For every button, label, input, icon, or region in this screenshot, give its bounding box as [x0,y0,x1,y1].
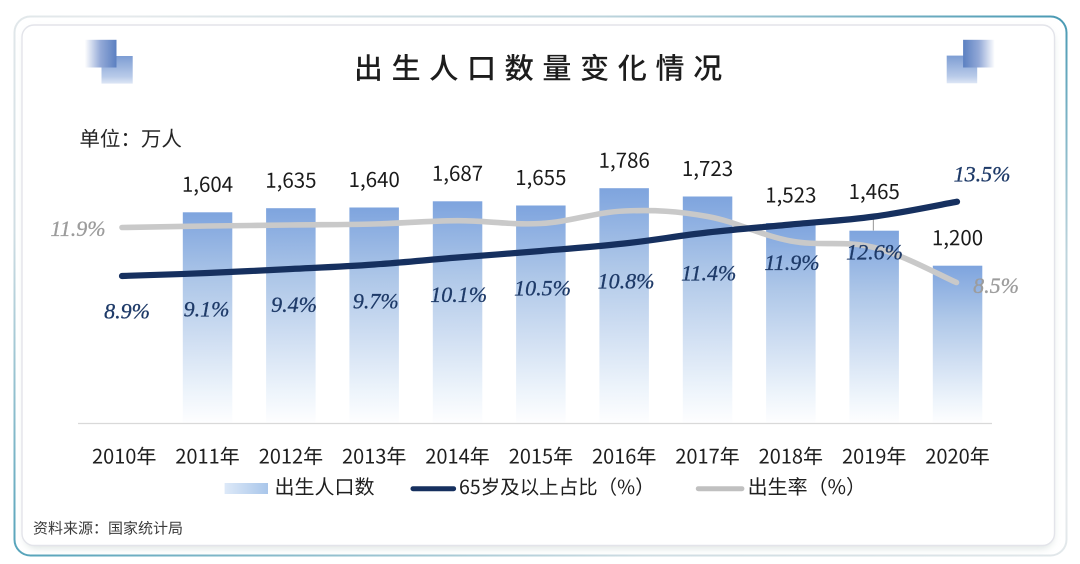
svg-text:11.9%: 11.9% [50,216,105,241]
svg-text:8.5%: 8.5% [973,273,1019,298]
svg-text:9.4%: 9.4% [271,292,317,317]
svg-text:11.4%: 11.4% [681,261,736,286]
svg-text:8.9%: 8.9% [104,298,150,323]
svg-text:10.8%: 10.8% [598,269,655,294]
svg-text:9.1%: 9.1% [184,296,230,321]
svg-text:9.7%: 9.7% [353,288,399,313]
svg-text:10.5%: 10.5% [514,276,571,301]
svg-text:13.5%: 13.5% [954,161,1011,186]
svg-text:12.6%: 12.6% [846,240,903,265]
svg-text:11.9%: 11.9% [764,250,819,275]
svg-text:10.1%: 10.1% [430,282,487,307]
